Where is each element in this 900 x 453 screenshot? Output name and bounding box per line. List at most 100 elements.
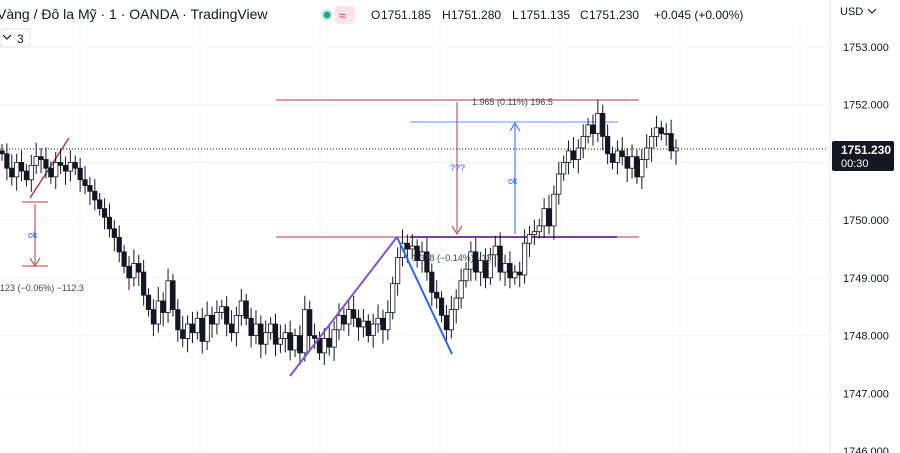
candle-down bbox=[82, 179, 88, 186]
fib-tool-upper[interactable]: 1.965 (0.11%) 196.5 ??? bbox=[276, 97, 639, 238]
candle-up bbox=[321, 338, 327, 354]
price-tick: 1748.000 bbox=[843, 331, 889, 343]
candle-down bbox=[150, 309, 157, 325]
candle-down bbox=[624, 156, 630, 169]
candle-up bbox=[492, 245, 498, 256]
measure-tool-left[interactable]: ok 123 (−0.06%) −112.3 bbox=[0, 137, 84, 293]
candle-up bbox=[556, 173, 562, 195]
candle-down bbox=[351, 309, 357, 319]
candle-up bbox=[268, 323, 274, 334]
candle-up bbox=[263, 332, 269, 345]
candle-down bbox=[355, 317, 362, 328]
candle-down bbox=[189, 323, 196, 334]
candle-down bbox=[517, 271, 523, 276]
candle-down bbox=[297, 335, 303, 354]
candle-up bbox=[219, 306, 225, 313]
candle-down bbox=[570, 150, 577, 160]
symbol-title[interactable]: Vàng / Đô la Mỹ · 1 · OANDA · TradingVie… bbox=[0, 6, 268, 22]
candle-down bbox=[209, 314, 215, 325]
left-measure-label: ok bbox=[28, 230, 38, 240]
measure-tool-right[interactable]: ok bbox=[410, 121, 618, 234]
price-axis-bg bbox=[830, 0, 900, 453]
countdown: 00:30 bbox=[841, 158, 869, 170]
question-label: ??? bbox=[450, 163, 465, 173]
candle-up bbox=[575, 147, 581, 160]
candle-up bbox=[541, 208, 547, 227]
currency-label[interactable]: USD bbox=[840, 6, 863, 18]
candle-up bbox=[390, 283, 396, 313]
candle-up bbox=[302, 309, 308, 354]
candle-down bbox=[287, 332, 293, 351]
candle-down bbox=[97, 199, 103, 209]
candle-down bbox=[111, 228, 117, 238]
header-bg bbox=[0, 0, 828, 26]
ohlc-low-label: L bbox=[512, 8, 519, 22]
candle-up bbox=[565, 150, 572, 163]
measure-arrow-head bbox=[509, 122, 521, 132]
candle-up bbox=[458, 280, 464, 299]
chevron-down-icon[interactable] bbox=[867, 8, 877, 14]
market-status-dot bbox=[323, 11, 331, 19]
upper-box-text: 1.965 (0.11%) 196.5 bbox=[472, 97, 553, 107]
ohlc-open: 1751.185 bbox=[381, 8, 431, 22]
candle-down bbox=[434, 291, 440, 299]
left-measure-text: 123 (−0.06%) −112.3 bbox=[0, 283, 84, 293]
last-price-badge bbox=[832, 141, 894, 171]
candle-down bbox=[341, 314, 347, 325]
candle-up bbox=[561, 162, 567, 175]
candle-down bbox=[106, 216, 113, 230]
interval-count: 3 bbox=[17, 32, 24, 46]
price-tick: 1749.000 bbox=[843, 273, 889, 285]
chart-header: Vàng / Đô la Mỹ · 1 · OANDA · TradingVie… bbox=[0, 0, 877, 48]
candle-down bbox=[258, 323, 264, 345]
candle-down bbox=[116, 237, 122, 253]
candle-up bbox=[648, 136, 655, 149]
price-axis[interactable]: 1753.0001752.0001751.0001750.0001749.000… bbox=[829, 0, 900, 453]
candle-down bbox=[634, 156, 640, 178]
candle-down bbox=[243, 300, 249, 319]
candle-down bbox=[605, 136, 611, 155]
candle-up bbox=[531, 231, 537, 235]
candle-down bbox=[145, 294, 152, 310]
candle-down bbox=[38, 156, 44, 160]
candle-up bbox=[419, 251, 425, 261]
mid-measure-text: 1.378 (−0.14%) −13 bbox=[412, 253, 492, 263]
candle-up bbox=[375, 317, 381, 325]
candle-up bbox=[28, 164, 34, 181]
interval-collapse-button[interactable] bbox=[0, 28, 31, 48]
candle-up bbox=[238, 300, 244, 316]
candle-up bbox=[204, 314, 210, 342]
candle-down bbox=[619, 150, 625, 158]
candle-down bbox=[507, 263, 513, 279]
candle-up bbox=[33, 156, 39, 166]
ohlc-low: 1751.135 bbox=[520, 8, 570, 22]
candle-up bbox=[14, 162, 20, 178]
candle-up bbox=[165, 280, 171, 313]
candle-up bbox=[614, 150, 620, 163]
pattern-lines[interactable]: 1.378 (−0.14%) −13 bbox=[289, 236, 492, 377]
price-tick: 1747.000 bbox=[843, 388, 889, 400]
candle-down bbox=[307, 309, 313, 336]
candle-up bbox=[194, 317, 200, 334]
candle-up bbox=[512, 271, 518, 279]
candle-down bbox=[141, 271, 147, 296]
candle-up bbox=[595, 112, 601, 134]
candle-down bbox=[228, 323, 235, 334]
indicator-badge[interactable] bbox=[335, 6, 355, 24]
purple-leg-up bbox=[289, 236, 398, 377]
candle-down bbox=[180, 329, 186, 339]
candle-down bbox=[23, 170, 30, 181]
candle-down bbox=[600, 112, 606, 137]
candle-up bbox=[502, 263, 508, 273]
candle-up bbox=[131, 263, 137, 279]
candle-down bbox=[224, 306, 230, 325]
candle-down bbox=[658, 127, 664, 134]
candle-up bbox=[331, 329, 337, 348]
candle-down bbox=[365, 320, 371, 336]
candle-down bbox=[72, 162, 78, 169]
candle-down bbox=[87, 185, 93, 192]
candle-down bbox=[170, 280, 176, 311]
candle-down bbox=[121, 251, 127, 267]
last-price-value: 1751.230 bbox=[841, 143, 891, 157]
